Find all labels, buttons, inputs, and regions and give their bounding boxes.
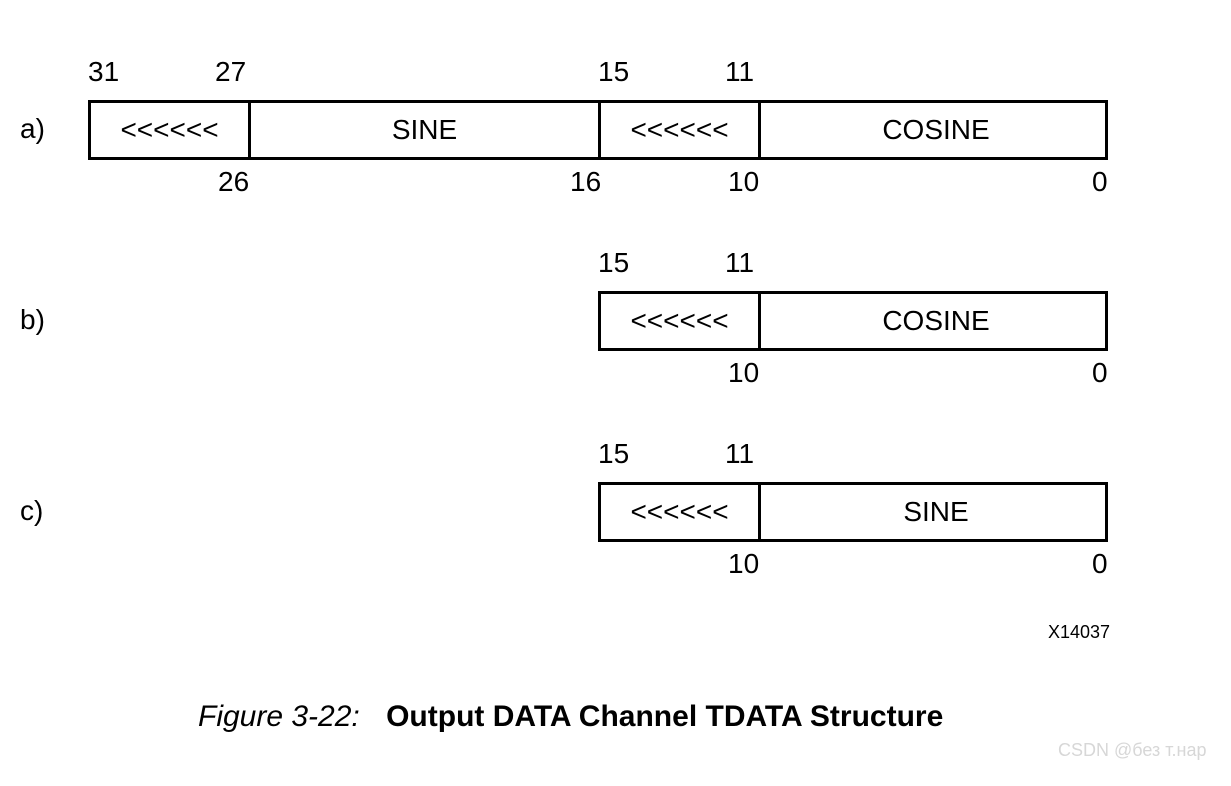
row-a-pad-hi: <<<<<< (91, 103, 251, 157)
row-a-label: a) (20, 113, 45, 145)
row-c-pad: <<<<<< (601, 485, 761, 539)
watermark-text: CSDN @без т.нар (1058, 740, 1206, 761)
row-a-cosine: COSINE (761, 103, 1111, 157)
row-a-box: <<<<<< SINE <<<<<< COSINE (88, 100, 1108, 160)
bit-label-top: 31 (88, 56, 119, 88)
diagram-canvas: a) 31 27 15 11 <<<<<< SINE <<<<<< COSINE… (0, 0, 1231, 786)
bit-label-top: 11 (725, 438, 754, 470)
figure-caption: Figure 3-22: Output DATA Channel TDATA S… (198, 700, 943, 734)
row-b-cosine: COSINE (761, 294, 1111, 348)
row-b-pad: <<<<<< (601, 294, 761, 348)
bit-label-bot: 10 (728, 166, 759, 198)
bit-label-bot: 16 (570, 166, 601, 198)
bit-label-bot: 10 (728, 548, 759, 580)
document-id: X14037 (1048, 622, 1110, 643)
bit-label-top: 27 (215, 56, 246, 88)
bit-label-bot: 10 (728, 357, 759, 389)
row-c-box: <<<<<< SINE (598, 482, 1108, 542)
row-a-pad-lo: <<<<<< (601, 103, 761, 157)
bit-label-bot: 0 (1092, 166, 1108, 198)
row-b-box: <<<<<< COSINE (598, 291, 1108, 351)
row-c-sine: SINE (761, 485, 1111, 539)
bit-label-top: 11 (725, 56, 754, 88)
row-c-label: c) (20, 495, 43, 527)
bit-label-bot: 0 (1092, 548, 1108, 580)
bit-label-bot: 26 (218, 166, 249, 198)
figure-title: Output DATA Channel TDATA Structure (386, 700, 943, 733)
bit-label-top: 11 (725, 247, 754, 279)
bit-label-top: 15 (598, 56, 629, 88)
row-b-label: b) (20, 304, 45, 336)
bit-label-top: 15 (598, 438, 629, 470)
figure-number: Figure 3-22: (198, 700, 360, 733)
bit-label-top: 15 (598, 247, 629, 279)
row-a-sine: SINE (251, 103, 601, 157)
bit-label-bot: 0 (1092, 357, 1108, 389)
